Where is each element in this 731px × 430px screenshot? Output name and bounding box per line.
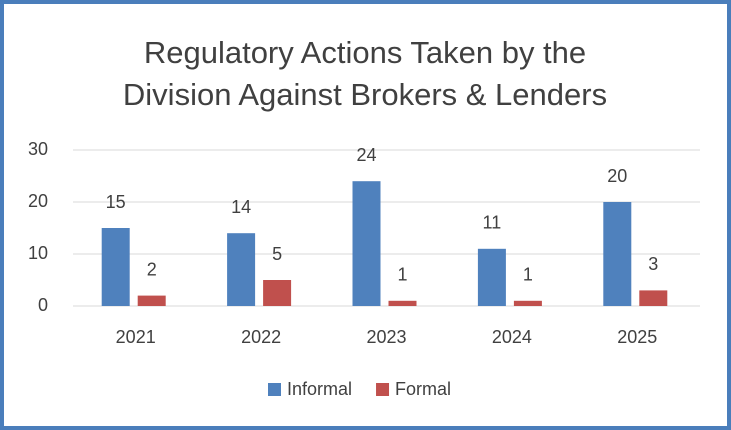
value-label: 1 (397, 265, 407, 285)
bar (513, 300, 542, 306)
x-tick-label: 2022 (241, 327, 281, 347)
bar (263, 280, 292, 306)
value-label: 15 (106, 192, 126, 212)
value-label: 24 (356, 145, 376, 165)
legend-label: Informal (287, 379, 352, 399)
value-label: 5 (272, 244, 282, 264)
bar (101, 228, 130, 306)
value-label: 11 (483, 213, 502, 233)
x-tick-label: 2025 (617, 327, 657, 347)
bar (477, 248, 506, 306)
y-tick-label: 0 (38, 295, 48, 315)
x-tick-label: 2023 (366, 327, 406, 347)
legend-swatch (376, 383, 390, 396)
value-label: 1 (523, 265, 533, 285)
bar (137, 295, 166, 306)
bar (352, 181, 381, 306)
bar (227, 233, 256, 306)
bar (639, 290, 668, 306)
x-tick-label: 2021 (116, 327, 156, 347)
y-tick-label: 30 (28, 139, 48, 159)
value-label: 3 (648, 254, 658, 274)
chart-title: Regulatory Actions Taken by the Division… (122, 35, 608, 112)
y-tick-label: 20 (28, 191, 48, 211)
value-label: 14 (231, 197, 251, 217)
legend-label: Formal (395, 379, 451, 399)
bar (603, 202, 632, 306)
bar (388, 300, 417, 306)
value-label: 2 (147, 259, 157, 279)
x-tick-label: 2024 (492, 327, 532, 347)
legend-swatch (268, 383, 281, 396)
y-tick-label: 10 (28, 243, 48, 263)
value-label: 20 (607, 166, 627, 186)
